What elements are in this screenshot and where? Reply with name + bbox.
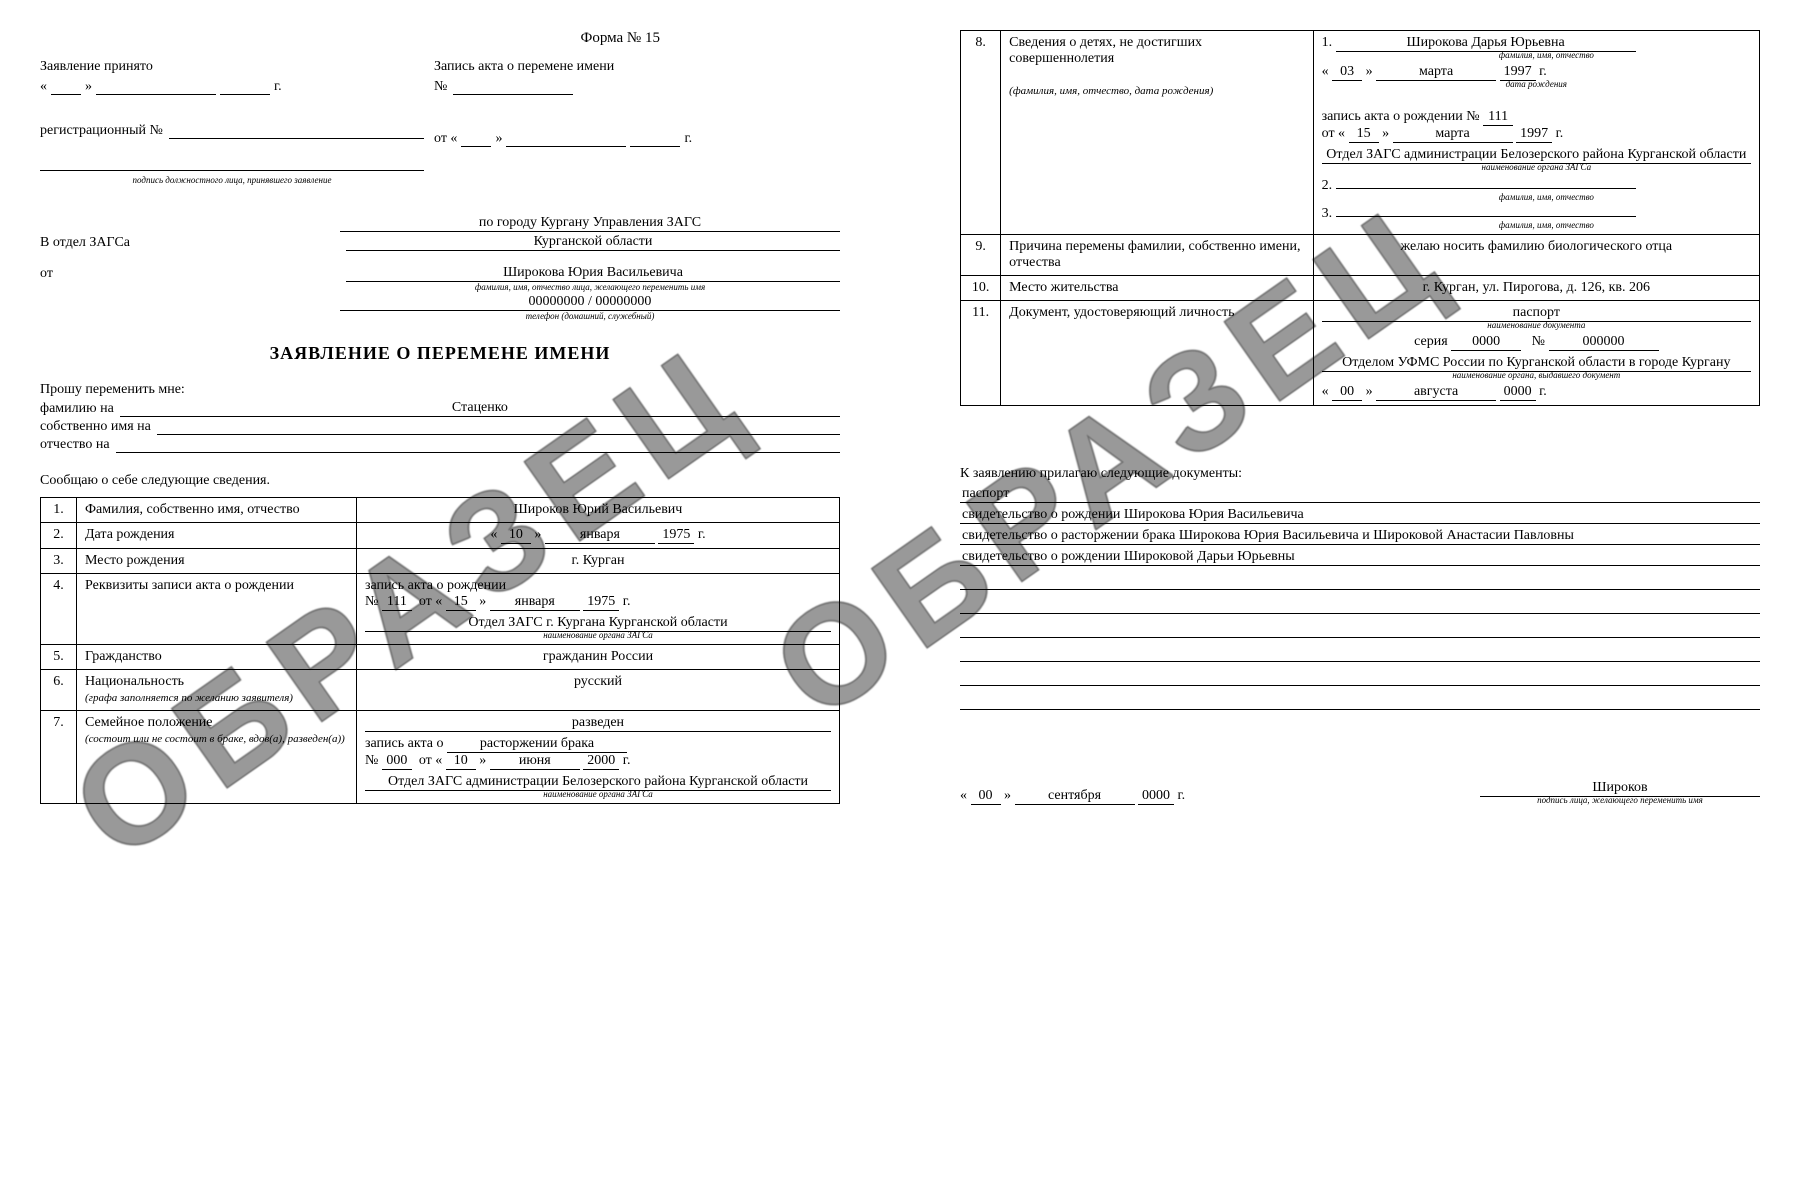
table-row: 4. Реквизиты записи акта о рождении запи…	[41, 574, 840, 645]
new-name-row: собственно имя на	[40, 419, 840, 435]
table-row: 7. Семейное положение (состоит или не со…	[41, 711, 840, 804]
table-row: 6. Национальность (графа заполняется по …	[41, 670, 840, 711]
table-row: 3. Место рождения г. Курган	[41, 549, 840, 574]
accept-label: Заявление принято	[40, 59, 424, 75]
signature-row: « 00 » сентября 0000 г. Широков подпись …	[960, 780, 1760, 805]
info-table: 1. Фамилия, собственно имя, отчество Шир…	[40, 497, 840, 804]
attachment-line: свидетельство о расторжении брака Широко…	[960, 528, 1760, 545]
id-document-cell: паспорт наименование документа серия 000…	[1313, 301, 1759, 406]
table-row: 9. Причина перемены фамилии, собственно …	[961, 235, 1760, 276]
table-row: 1. Фамилия, собственно имя, отчество Шир…	[41, 498, 840, 523]
table-row: 5. Гражданство гражданин России	[41, 645, 840, 670]
attachment-line: свидетельство о рождении Широкова Юрия В…	[960, 507, 1760, 524]
phones-row: 00000000 / 00000000	[40, 294, 840, 311]
page-2: 8. Сведения о детях, не достигших соверш…	[900, 0, 1800, 1200]
table-row: 10. Место жительства г. Курган, ул. Пиро…	[961, 276, 1760, 301]
attachment-line: свидетельство о рождении Широковой Дарьи…	[960, 549, 1760, 566]
record-date: от « » г.	[434, 131, 840, 147]
form-title: ЗАЯВЛЕНИЕ О ПЕРЕМЕНЕ ИМЕНИ	[40, 343, 840, 364]
birth-record-cell: запись акта о рождении № 111 от « 15 » я…	[357, 574, 840, 645]
from-person-caption: фамилия, имя, отчество лица, желающего п…	[340, 282, 840, 292]
header-blocks: Заявление принято «» г. регистрационный …	[40, 59, 840, 185]
attachment-line: паспорт	[960, 486, 1760, 503]
children-cell: 1. Широкова Дарья Юрьевна фамилия, имя, …	[1313, 31, 1759, 235]
new-surname-row: фамилию на Стаценко	[40, 400, 840, 417]
record-label: Запись акта о перемене имени	[434, 59, 840, 75]
info-table-continued: 8. Сведения о детях, не достигших соверш…	[960, 30, 1760, 406]
table-row: 2. Дата рождения « 10 » января 1975 г.	[41, 523, 840, 549]
dob-cell: « 10 » января 1975 г.	[357, 523, 840, 549]
reg-no-row: регистрационный №	[40, 123, 424, 139]
table-row: 11. Документ, удостоверяющий личность па…	[961, 301, 1760, 406]
phones-caption: телефон (домашний, служебный)	[340, 311, 840, 321]
attachments-intro: К заявлению прилагаю следующие документы…	[960, 466, 1760, 482]
official-signature-caption: подпись должностного лица, принявшего за…	[40, 175, 424, 185]
department-row-2: В отдел ЗАГСа Курганской области	[40, 234, 840, 251]
department-row: по городу Кургану Управления ЗАГС	[40, 215, 840, 232]
request-intro: Прошу переменить мне:	[40, 382, 840, 398]
record-no: №	[434, 79, 840, 95]
page-1: Форма № 15 Заявление принято «» г. регис…	[0, 0, 900, 1200]
from-person-row: от Широкова Юрия Васильевича	[40, 265, 840, 282]
new-patronymic-row: отчество на	[40, 437, 840, 453]
marital-cell: разведен запись акта о расторжении брака…	[357, 711, 840, 804]
accept-date: «» г.	[40, 79, 424, 95]
table-row: 8. Сведения о детях, не достигших соверш…	[961, 31, 1760, 235]
info-intro: Сообщаю о себе следующие сведения.	[40, 473, 840, 489]
form-number: Форма № 15	[40, 30, 840, 47]
